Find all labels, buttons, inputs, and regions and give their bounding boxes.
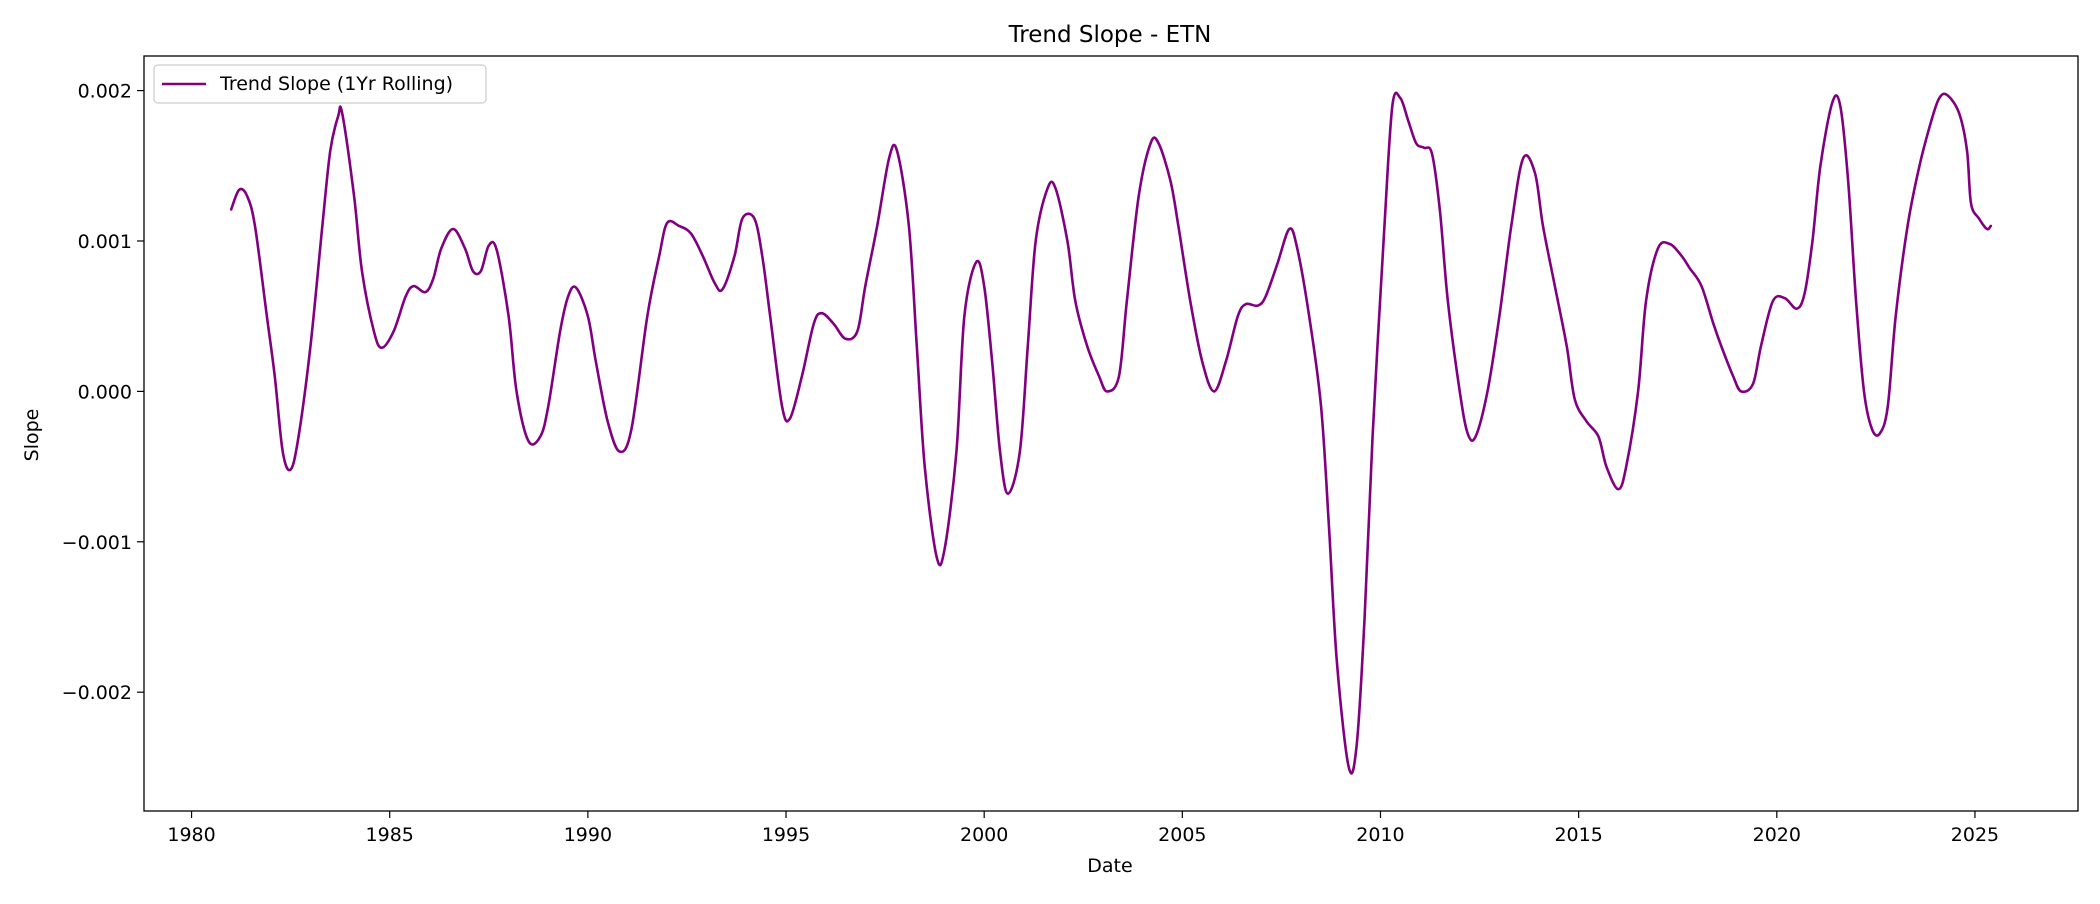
chart-title: Trend Slope - ETN [1008, 22, 1212, 48]
series-line [229, 91, 1993, 775]
x-tick-label: 1990 [564, 824, 612, 846]
y-axis-ticks: 0.002 0.001 0.000 −0.001 −0.002 [62, 81, 144, 704]
x-axis-label: Date [1087, 855, 1132, 877]
axes-frame [143, 55, 2079, 812]
x-tick-label: 2005 [1158, 824, 1206, 846]
y-axis-label: Slope [21, 409, 43, 462]
x-tick-label: 2025 [1951, 824, 1999, 846]
x-tick-label: 1985 [366, 824, 414, 846]
x-tick-label: 2020 [1753, 824, 1801, 846]
x-tick-label: 2010 [1356, 824, 1404, 846]
y-tick-label: −0.002 [62, 682, 132, 704]
x-tick-label: 1980 [167, 824, 215, 846]
series-layer [229, 91, 1993, 775]
y-tick-label: −0.001 [62, 532, 132, 554]
x-axis-ticks: 1980 1985 1990 1995 2000 2005 2010 2015 2020 2025 [167, 811, 1999, 846]
y-tick-label: 0.000 [78, 381, 132, 403]
y-tick-label: 0.002 [78, 81, 132, 103]
legend: Trend Slope (1Yr Rolling) [153, 64, 487, 104]
x-tick-label: 1995 [762, 824, 810, 846]
legend-box [153, 64, 487, 104]
y-tick-label: 0.001 [78, 231, 132, 253]
x-tick-label: 2015 [1554, 824, 1602, 846]
legend-label: Trend Slope (1Yr Rolling) [219, 73, 453, 95]
x-tick-label: 2000 [960, 824, 1008, 846]
